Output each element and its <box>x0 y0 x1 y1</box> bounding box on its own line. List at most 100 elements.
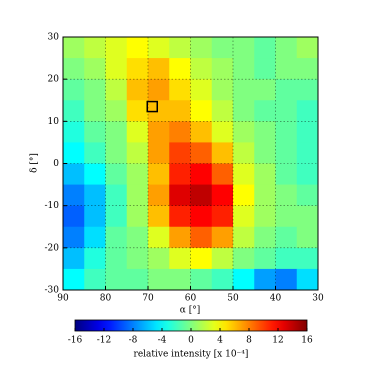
heat-cell <box>275 226 298 249</box>
heat-cell <box>254 37 276 59</box>
heat-cell <box>190 58 213 80</box>
heat-cell <box>169 100 191 122</box>
heat-cell <box>190 268 213 291</box>
heat-cell <box>126 163 149 186</box>
x-tick-label: 60 <box>185 294 197 304</box>
heat-cell <box>105 37 128 59</box>
heat-cell <box>148 121 170 143</box>
heat-cell <box>84 100 106 122</box>
heat-cell <box>105 58 128 80</box>
heat-cell <box>84 226 106 249</box>
heat-cell <box>296 247 319 270</box>
heat-cell <box>254 121 276 143</box>
heat-cell <box>105 79 128 101</box>
colorbar-tick-label: 4 <box>217 336 223 346</box>
heat-cell <box>211 79 234 101</box>
heat-cell <box>63 247 85 270</box>
y-tick-label: 30 <box>48 33 60 43</box>
x-tick-label: 70 <box>142 294 154 304</box>
heat-cell <box>169 121 191 143</box>
heat-cell <box>63 121 85 143</box>
heat-cell <box>233 37 255 59</box>
heat-cell <box>275 121 298 143</box>
heat-cell <box>296 163 319 186</box>
heat-cell <box>126 79 149 101</box>
heat-cell <box>211 163 234 186</box>
heat-cell <box>63 184 85 207</box>
heat-cell <box>296 205 319 228</box>
colorbar-tick-label: -4 <box>158 336 167 346</box>
heat-cell <box>148 184 170 207</box>
heat-cell <box>211 100 234 122</box>
heat-cell <box>254 268 276 291</box>
heat-cell <box>275 184 298 207</box>
heat-cell <box>190 37 213 59</box>
colorbar-tick-label: 16 <box>301 336 313 346</box>
heat-cell <box>254 79 276 101</box>
heat-cell <box>126 58 149 80</box>
heat-cell <box>211 121 234 143</box>
heat-cell <box>148 205 170 228</box>
heat-cell <box>190 100 213 122</box>
heat-cell <box>211 226 234 249</box>
y-tick-label: -30 <box>45 286 60 296</box>
heat-cell <box>169 184 191 207</box>
colorbar-tick-label: -8 <box>129 336 138 346</box>
x-tick-label: 40 <box>270 294 282 304</box>
heat-cell <box>148 247 170 270</box>
heat-cell <box>63 205 85 228</box>
x-tick-label: 80 <box>100 294 112 304</box>
heat-cell <box>296 58 319 80</box>
heat-cell <box>211 58 234 80</box>
heat-cell <box>296 184 319 207</box>
x-tick-label: 30 <box>312 294 324 304</box>
y-tick-label: 20 <box>48 75 60 85</box>
marker-box <box>146 100 158 113</box>
x-tick-label: 50 <box>227 294 239 304</box>
heat-cell <box>190 205 213 228</box>
heat-cell <box>233 226 255 249</box>
heat-cell <box>169 163 191 186</box>
heat-cell <box>84 79 106 101</box>
heat-cell <box>275 205 298 228</box>
heat-cell <box>233 79 255 101</box>
heat-cell <box>233 121 255 143</box>
heat-cell <box>126 121 149 143</box>
heat-cell <box>233 100 255 122</box>
y-tick-label: 10 <box>48 117 60 127</box>
heat-cell <box>169 58 191 80</box>
heat-cell <box>148 100 170 122</box>
heat-cell <box>63 163 85 186</box>
heat-cell <box>190 79 213 101</box>
heat-cell <box>84 142 106 164</box>
colorbar-tick-label: 0 <box>188 336 194 346</box>
heat-cell <box>169 142 191 164</box>
heat-cell <box>63 37 85 59</box>
y-tick-label: -10 <box>45 201 60 211</box>
heat-cell <box>105 142 128 164</box>
heat-cell <box>126 184 149 207</box>
heat-cell <box>63 142 85 164</box>
heat-cell <box>84 163 106 186</box>
heat-cell <box>169 205 191 228</box>
heat-cell <box>296 79 319 101</box>
heat-cell <box>233 163 255 186</box>
heat-cell <box>126 100 149 122</box>
heat-cell <box>275 142 298 164</box>
heat-cell <box>105 268 128 291</box>
heat-cell <box>84 268 106 291</box>
heat-cell <box>148 58 170 80</box>
heat-cell <box>126 268 149 291</box>
heat-cell <box>126 205 149 228</box>
colorbar-tick-label: 12 <box>272 336 283 346</box>
heat-cell <box>84 184 106 207</box>
heat-cell <box>254 184 276 207</box>
heat-cell <box>169 79 191 101</box>
heat-cell <box>211 37 234 59</box>
heat-cell <box>233 205 255 228</box>
heat-cell <box>126 142 149 164</box>
heat-cell <box>105 226 128 249</box>
x-axis-label: α [°] <box>180 306 200 316</box>
heat-cell <box>105 247 128 270</box>
heat-cell <box>105 163 128 186</box>
